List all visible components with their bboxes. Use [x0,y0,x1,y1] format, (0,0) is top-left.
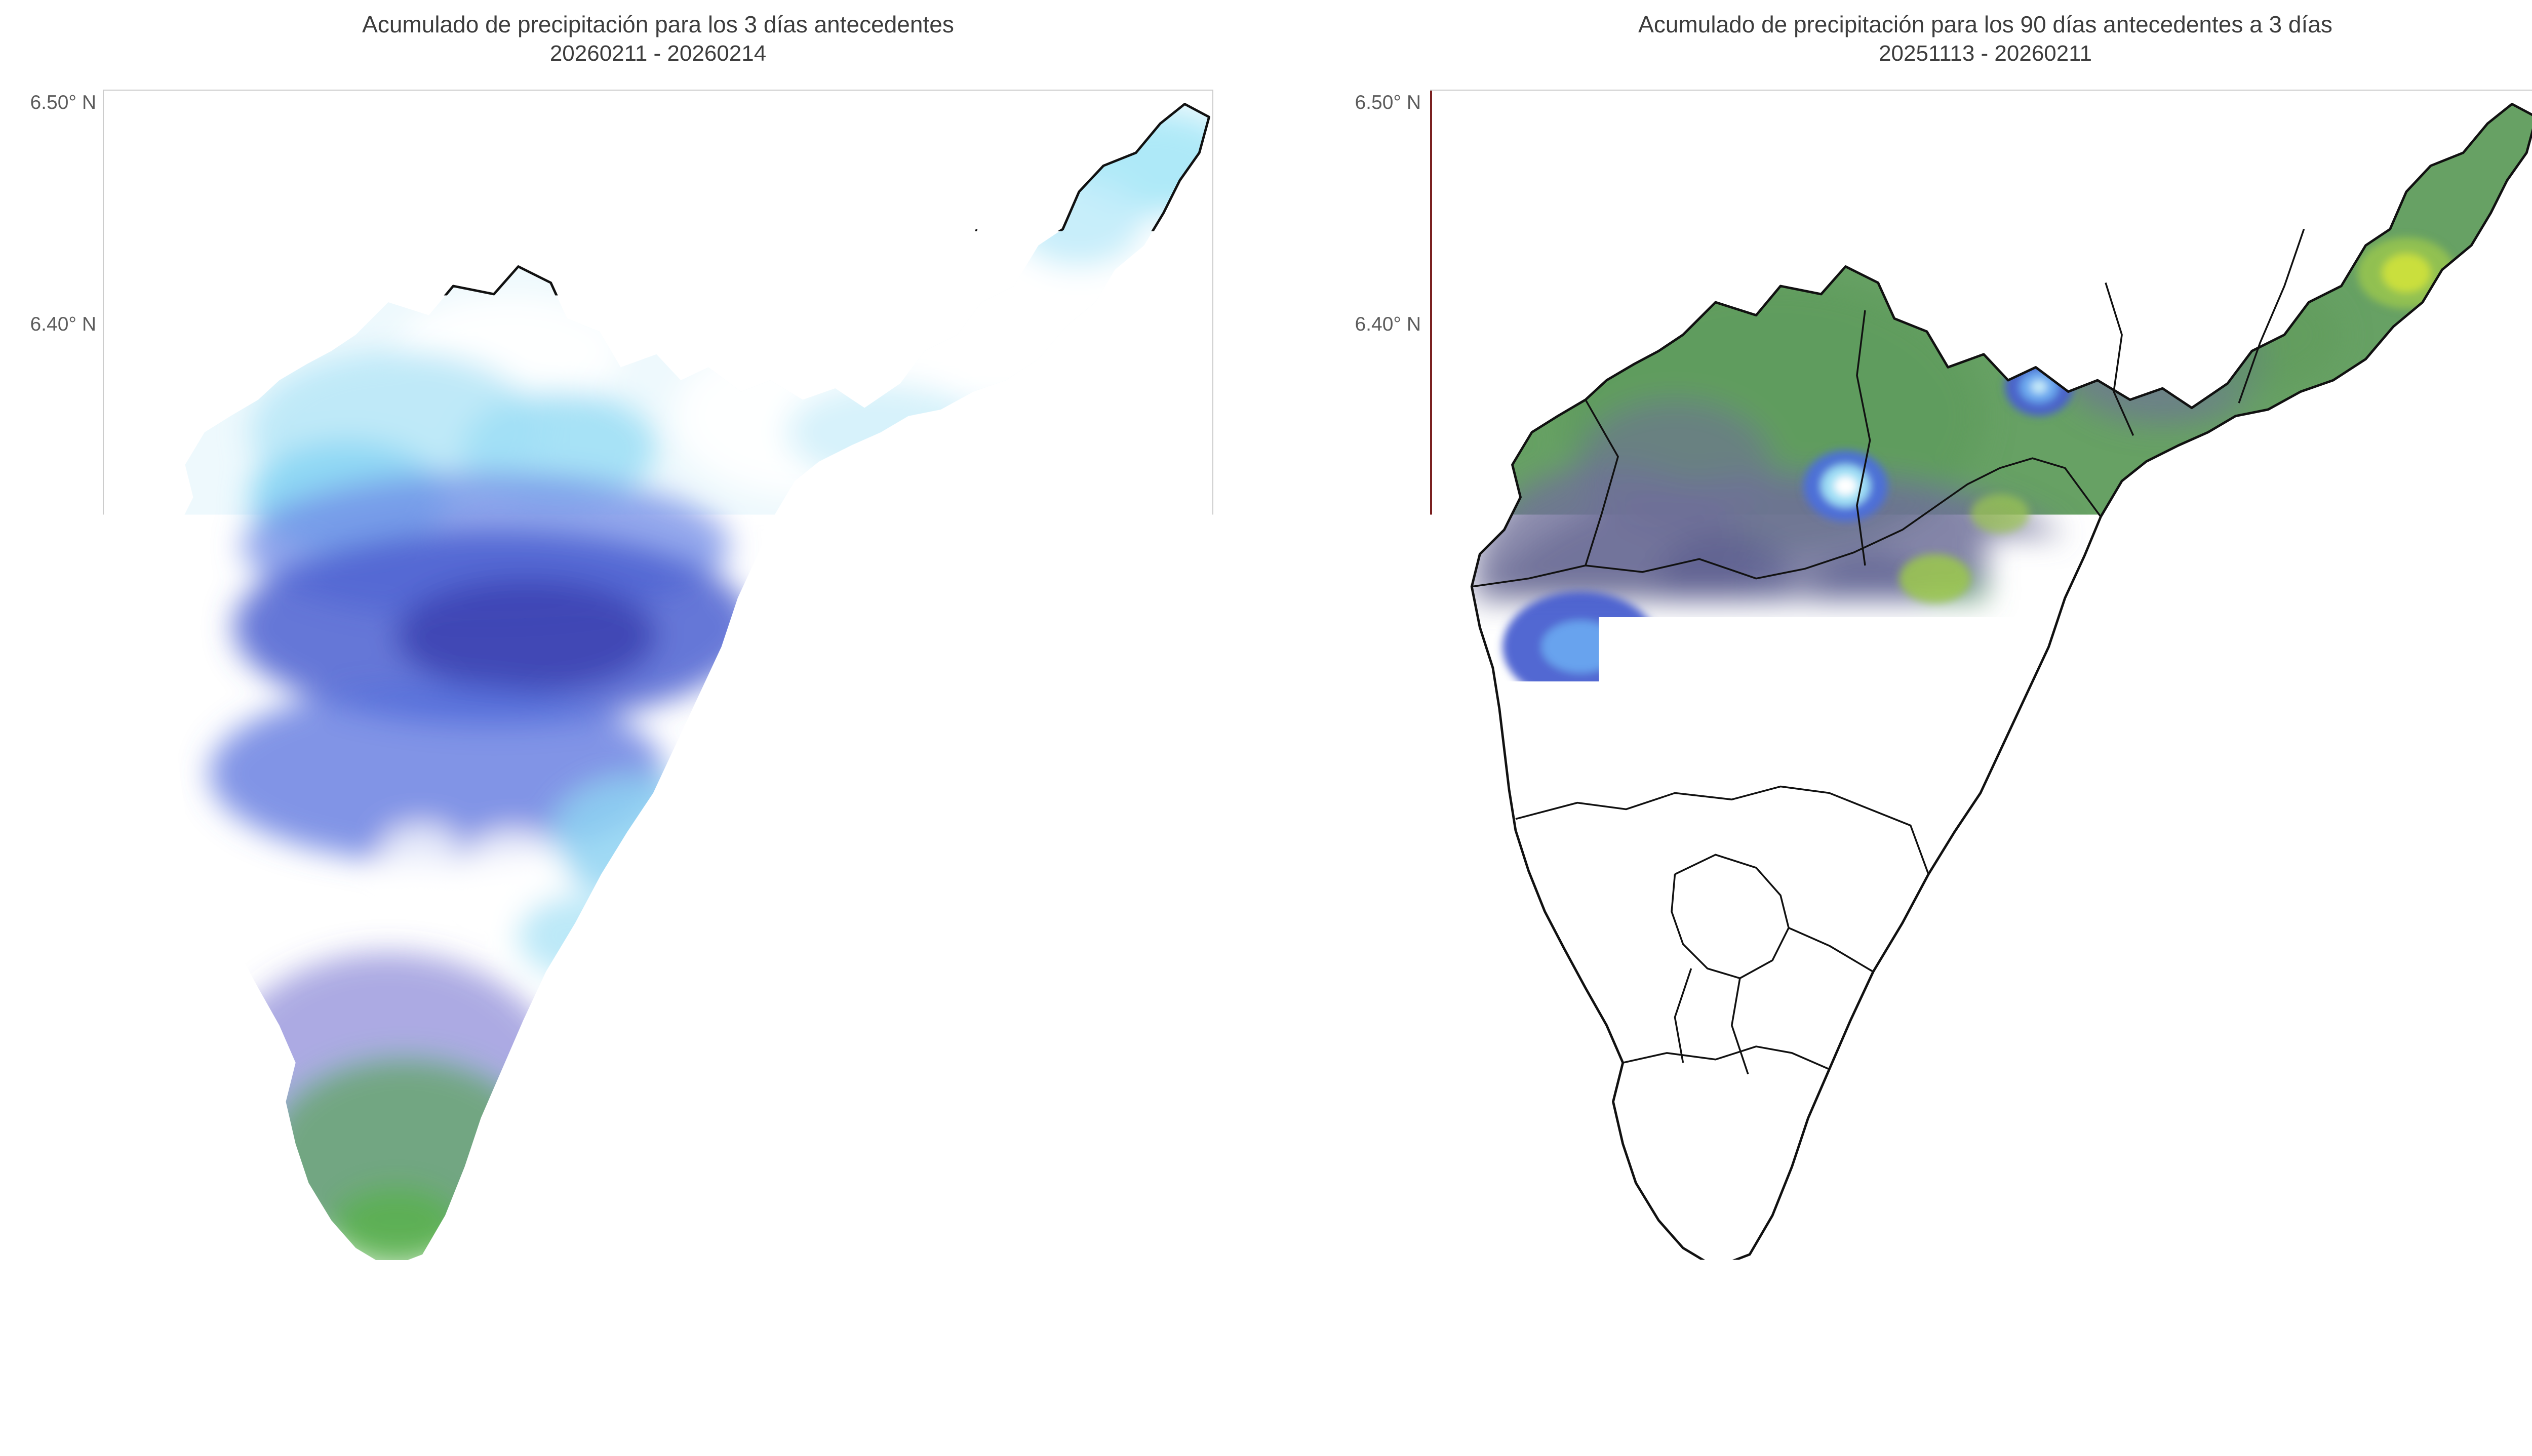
map-90day-plot-area [1430,90,2532,1274]
cbtick-3day-5: 5 [203,1379,214,1402]
colorbar-90day-gradient-bar [1485,1327,2484,1367]
xtick-90day-7570: 75.70° W [1430,1285,1512,1307]
colorbar-90day [1430,1326,2532,1368]
cbtick-3day-25: 25 [397,1379,419,1402]
xtick-3day-7530: 75.30° W [1035,1285,1116,1307]
ytick-90day-610: 6.10° N [1325,979,1421,1002]
cbtick-3day-80: 80 [946,1379,969,1402]
colorbar-3day-label: Acumulado Precipitación [mm] [480,1411,836,1442]
colorbar-90day-underflow-arrow [1432,1327,1485,1367]
ytick-3day-630: 6.30° N [0,535,96,558]
ytick-3day-650: 6.50° N [0,91,96,114]
cbtick-90day-0: 0 [1480,1379,1491,1402]
cbtick-90day-100: 100 [1569,1379,1603,1402]
ytick-3day-640: 6.40° N [0,313,96,336]
cbtick-3day-0: 0 [152,1379,164,1402]
cbtick-90day-200: 200 [1669,1379,1703,1402]
cbtick-90day-700: 700 [2168,1379,2202,1402]
cbtick-3day-30: 30 [447,1379,469,1402]
xtick-90day-7550: 75.50° W [1896,1285,1977,1307]
cbtick-3day-40: 40 [546,1379,569,1402]
xtick-90day-7540: 75.40° W [2129,1285,2210,1307]
cbtick-3day-35: 35 [496,1379,519,1402]
cbtick-3day-10: 10 [247,1379,269,1402]
map-3day-plot-area [103,90,1213,1274]
cbtick-90day-1000: 1000 [2462,1379,2507,1402]
ytick-3day-620: 6.20° N [0,757,96,780]
colorbar-90day-overflow-arrow [2484,1327,2532,1367]
xtick-3day-7540: 75.40° W [802,1285,883,1307]
cbtick-90day-600: 600 [2068,1379,2102,1402]
domain-extent-line-bottom [1735,1272,2532,1274]
cbtick-3day-15: 15 [297,1379,320,1402]
cbtick-90day-400: 400 [1869,1379,1903,1402]
colorbar-90day-label: Acumulado Precipitación [mm] [1808,1411,2163,1442]
cbtick-90day-500: 500 [1968,1379,2002,1402]
cbtick-3day-100: 100 [1140,1379,1174,1402]
colorbar-3day-gradient-bar [158,1327,1157,1367]
xtick-3day-7560: 75.60° W [336,1285,417,1307]
ytick-3day-600: 6.00° N [0,1201,96,1224]
domain-extent-line-bottom [160,1272,1212,1274]
cbtick-3day-20: 20 [346,1379,369,1402]
colorbar-3day [103,1326,1213,1368]
panel-90day-title-line1: Acumulado de precipitación para los 90 d… [1430,9,2532,39]
ytick-90day-630: 6.30° N [1325,535,1421,558]
ytick-3day-610: 6.10° N [0,979,96,1002]
precipitation-map-90day [1431,91,2532,1273]
domain-extent-line-left [1430,91,1432,1273]
cbtick-90day-800: 800 [2268,1379,2302,1402]
xtick-90day-7560: 75.60° W [1663,1285,1745,1307]
precipitation-map-3day [104,91,1212,1273]
ytick-90day-600: 6.00° N [1325,1201,1421,1224]
cbtick-3day-50: 50 [646,1379,669,1402]
precipitation-figure: Acumulado de precipitación para los 3 dí… [0,0,2532,1456]
xtick-3day-7570: 75.70° W [103,1285,184,1307]
ytick-90day-620: 6.20° N [1325,757,1421,780]
cbtick-90day-900: 900 [2368,1379,2402,1402]
colorbar-3day-overflow-arrow [1157,1327,1211,1367]
precipitation-field-90day [1431,91,2532,1272]
cbtick-90day-300: 300 [1769,1379,1803,1402]
precipitation-field-3day [104,91,1212,1272]
panel-90day-title-line2: 20251113 - 20260211 [1430,39,2532,68]
cbtick-3day-60: 60 [746,1379,769,1402]
panel-3day-title: Acumulado de precipitación para los 3 dí… [103,9,1213,68]
xtick-3day-7550: 75.50° W [569,1285,650,1307]
ytick-90day-650: 6.50° N [1325,91,1421,114]
cbtick-3day-1: 1 [163,1379,174,1402]
xtick-90day-7530: 75.30° W [2362,1285,2443,1307]
panel-3day-title-line2: 20260211 - 20260214 [103,39,1213,68]
ytick-90day-640: 6.40° N [1325,313,1421,336]
colorbar-3day-underflow-arrow [105,1327,158,1367]
panel-3day-title-line1: Acumulado de precipitación para los 3 dí… [103,9,1213,39]
panel-90day-title: Acumulado de precipitación para los 90 d… [1430,9,2532,68]
